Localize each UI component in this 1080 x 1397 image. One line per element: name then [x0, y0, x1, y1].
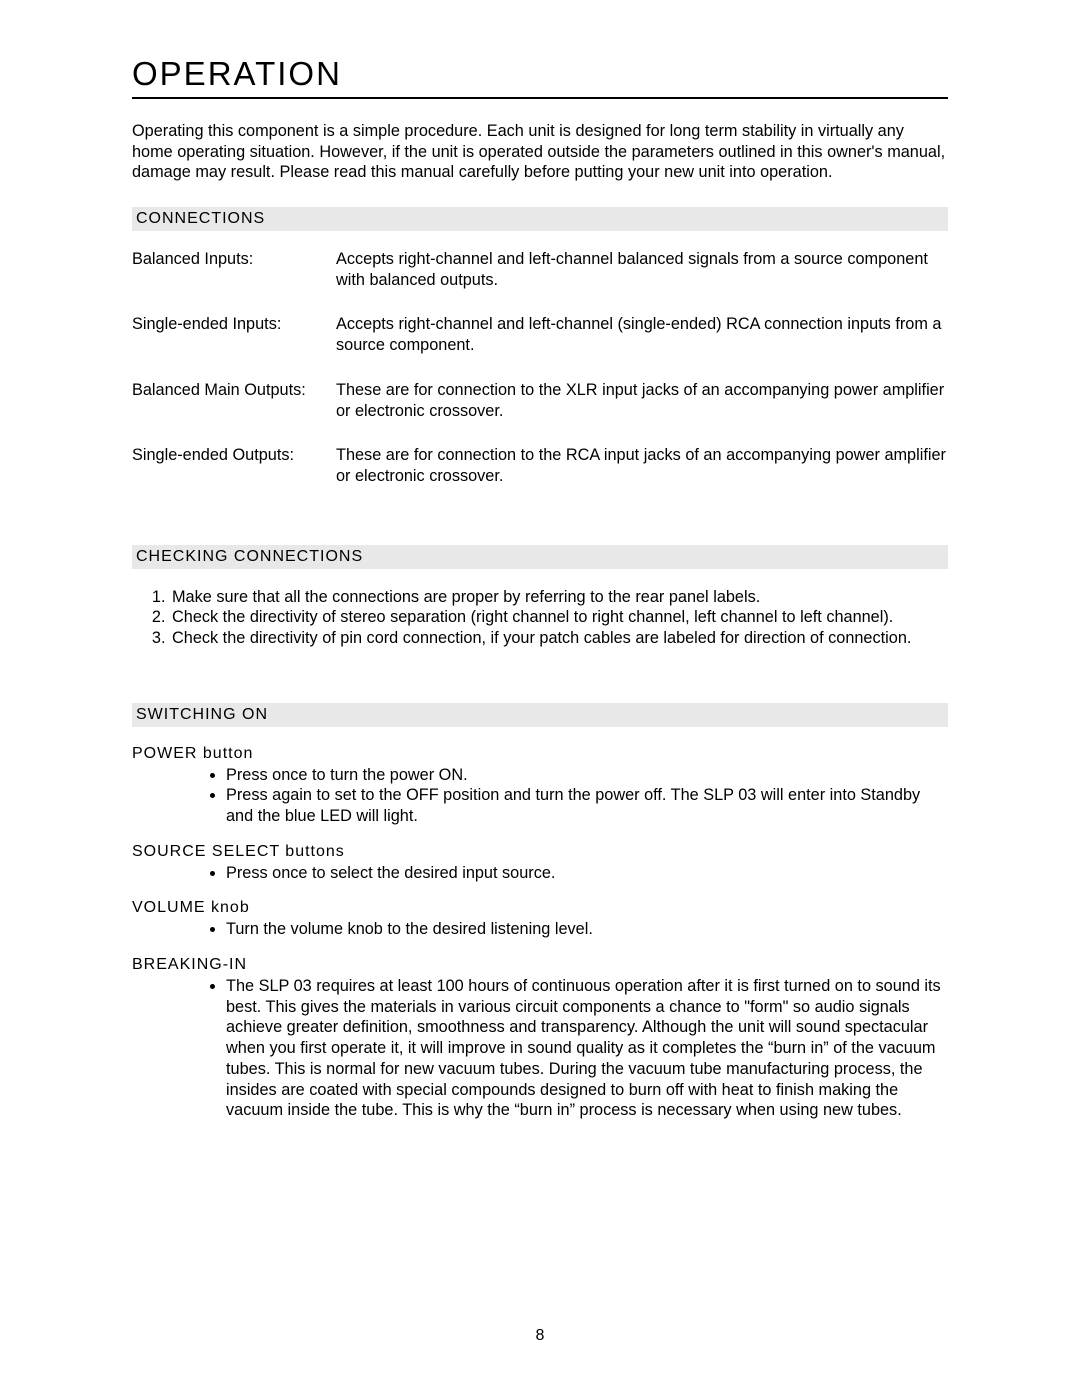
- definition-term: Balanced Main Outputs:: [132, 380, 336, 421]
- definition-term: Single-ended Outputs:: [132, 445, 336, 486]
- page-number: 8: [0, 1327, 1080, 1345]
- list-item: Press once to turn the power ON.: [226, 765, 948, 786]
- list-item: Make sure that all the connections are p…: [170, 587, 948, 608]
- sub-heading-volume: VOLUME knob: [132, 899, 948, 917]
- definition-description: Accepts right-channel and left-channel b…: [336, 249, 948, 290]
- page-title: OPERATION: [132, 55, 948, 99]
- sub-heading-source-select: SOURCE SELECT buttons: [132, 843, 948, 861]
- definition-description: Accepts right-channel and left-channel (…: [336, 314, 948, 355]
- bullet-list: Press once to turn the power ON. Press a…: [132, 765, 948, 827]
- intro-paragraph: Operating this component is a simple pro…: [132, 121, 948, 183]
- sub-heading-power: POWER button: [132, 745, 948, 763]
- definition-row: Balanced Inputs: Accepts right-channel a…: [132, 249, 948, 290]
- connections-definitions: Balanced Inputs: Accepts right-channel a…: [132, 249, 948, 487]
- definition-term: Balanced Inputs:: [132, 249, 336, 290]
- definition-row: Single-ended Inputs: Accepts right-chann…: [132, 314, 948, 355]
- checking-list: Make sure that all the connections are p…: [132, 587, 948, 649]
- definition-row: Balanced Main Outputs: These are for con…: [132, 380, 948, 421]
- section-heading-switching: SWITCHING ON: [132, 703, 948, 727]
- bullet-list: Turn the volume knob to the desired list…: [132, 919, 948, 940]
- section-heading-connections: CONNECTIONS: [132, 207, 948, 231]
- switching-group: SOURCE SELECT buttons Press once to sele…: [132, 843, 948, 884]
- bullet-list: The SLP 03 requires at least 100 hours o…: [132, 976, 948, 1121]
- section-heading-checking: CHECKING CONNECTIONS: [132, 545, 948, 569]
- switching-group: BREAKING-IN The SLP 03 requires at least…: [132, 956, 948, 1121]
- list-item: Check the directivity of stereo separati…: [170, 607, 948, 628]
- definition-description: These are for connection to the RCA inpu…: [336, 445, 948, 486]
- document-page: OPERATION Operating this component is a …: [0, 0, 1080, 1397]
- definition-description: These are for connection to the XLR inpu…: [336, 380, 948, 421]
- switching-group: POWER button Press once to turn the powe…: [132, 745, 948, 827]
- list-item: Press once to select the desired input s…: [226, 863, 948, 884]
- list-item: The SLP 03 requires at least 100 hours o…: [226, 976, 948, 1121]
- definition-term: Single-ended Inputs:: [132, 314, 336, 355]
- list-item: Press again to set to the OFF position a…: [226, 785, 948, 826]
- switching-group: VOLUME knob Turn the volume knob to the …: [132, 899, 948, 940]
- list-item: Turn the volume knob to the desired list…: [226, 919, 948, 940]
- bullet-list: Press once to select the desired input s…: [132, 863, 948, 884]
- definition-row: Single-ended Outputs: These are for conn…: [132, 445, 948, 486]
- list-item: Check the directivity of pin cord connec…: [170, 628, 948, 649]
- sub-heading-breaking-in: BREAKING-IN: [132, 956, 948, 974]
